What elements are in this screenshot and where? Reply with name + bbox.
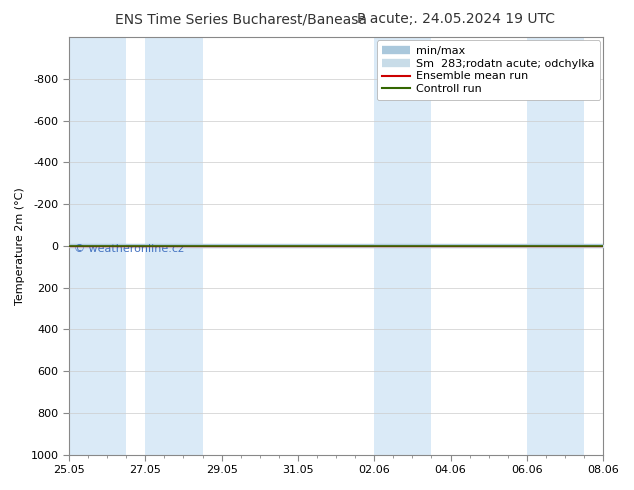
- Legend: min/max, Sm  283;rodatn acute; odchylka, Ensemble mean run, Controll run: min/max, Sm 283;rodatn acute; odchylka, …: [377, 40, 600, 100]
- Bar: [69, 37, 126, 455]
- Y-axis label: Temperature 2m (°C): Temperature 2m (°C): [15, 187, 25, 305]
- Text: ENS Time Series Bucharest/Baneasa: ENS Time Series Bucharest/Baneasa: [115, 12, 367, 26]
- Bar: [527, 37, 584, 455]
- Text: © weatheronline.cz: © weatheronline.cz: [74, 244, 184, 254]
- Bar: [374, 37, 431, 455]
- Text: P acute;. 24.05.2024 19 UTC: P acute;. 24.05.2024 19 UTC: [358, 12, 555, 26]
- Bar: [145, 37, 202, 455]
